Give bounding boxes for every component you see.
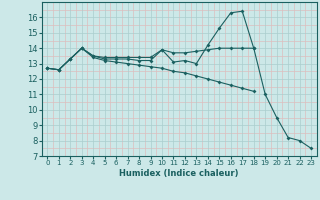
X-axis label: Humidex (Indice chaleur): Humidex (Indice chaleur) xyxy=(119,169,239,178)
